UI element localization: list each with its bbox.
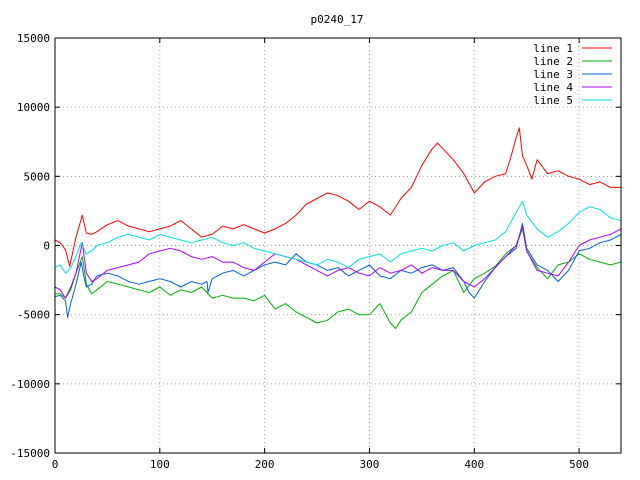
chart-title: p0240_17: [311, 13, 364, 26]
y-tick-label: 15000: [17, 32, 50, 45]
legend-label: line 4: [533, 81, 573, 94]
y-axis-ticks: -15000 -10000 -5000 0 5000 10000 15000: [10, 32, 621, 460]
x-tick-label: 200: [255, 458, 275, 471]
x-tick-label: 100: [150, 458, 170, 471]
x-tick-label: 500: [569, 458, 589, 471]
plot-frame: [54, 37, 622, 454]
y-tick-label: -5000: [17, 309, 50, 322]
series-line-5: [54, 200, 622, 274]
x-axis-ticks: 0 100 200 300 400 500: [52, 38, 589, 471]
series-line-1: [54, 127, 621, 267]
series-line-4: [54, 225, 622, 299]
y-tick-label: -10000: [10, 378, 50, 391]
x-tick-label: 400: [464, 458, 484, 471]
legend-label: line 5: [533, 94, 573, 107]
y-tick-label: -15000: [10, 447, 50, 460]
legend-label: line 2: [533, 55, 573, 68]
x-tick-label: 300: [360, 458, 380, 471]
x-tick-label: 0: [52, 458, 59, 471]
legend-label: line 3: [533, 68, 573, 81]
legend-label: line 1: [533, 42, 573, 55]
y-tick-label: 0: [43, 240, 50, 253]
series-line-2: [55, 228, 622, 329]
y-tick-label: 10000: [17, 101, 50, 114]
series-lines: [54, 127, 622, 329]
y-tick-label: 5000: [24, 170, 51, 183]
